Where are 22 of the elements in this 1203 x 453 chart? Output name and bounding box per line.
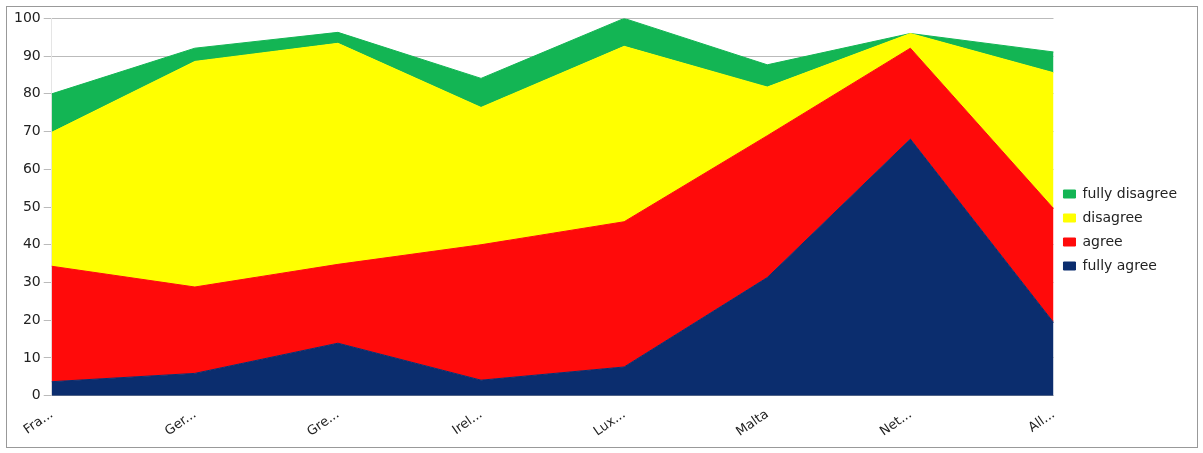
y-tick-label: 70 bbox=[22, 122, 41, 139]
legend-label: fully disagree bbox=[1082, 184, 1177, 201]
y-tick-label: 30 bbox=[22, 273, 41, 290]
x-tick-label: Lux... bbox=[590, 405, 628, 439]
x-tick-label: Irel... bbox=[449, 405, 485, 438]
y-tick-label: 90 bbox=[22, 46, 41, 63]
y-tick-label: 50 bbox=[22, 197, 41, 214]
x-tick-label: Gre... bbox=[303, 405, 342, 439]
x-tick-label: Ger... bbox=[161, 405, 199, 439]
x-tick-label: Net... bbox=[876, 405, 915, 439]
y-tick-label: 10 bbox=[22, 348, 41, 365]
y-tick-label: 0 bbox=[31, 386, 41, 403]
legend-label: disagree bbox=[1082, 208, 1143, 225]
legend-label: fully agree bbox=[1082, 256, 1157, 273]
y-tick-label: 40 bbox=[22, 235, 41, 252]
x-tick-label: Fra... bbox=[20, 405, 56, 437]
y-tick-label: 100 bbox=[13, 9, 41, 26]
y-tick-label: 80 bbox=[22, 84, 41, 101]
legend-label: agree bbox=[1082, 232, 1123, 249]
y-tick-label: 60 bbox=[22, 159, 41, 176]
x-tick-label: All... bbox=[1025, 405, 1058, 435]
y-tick-label: 20 bbox=[22, 310, 41, 327]
